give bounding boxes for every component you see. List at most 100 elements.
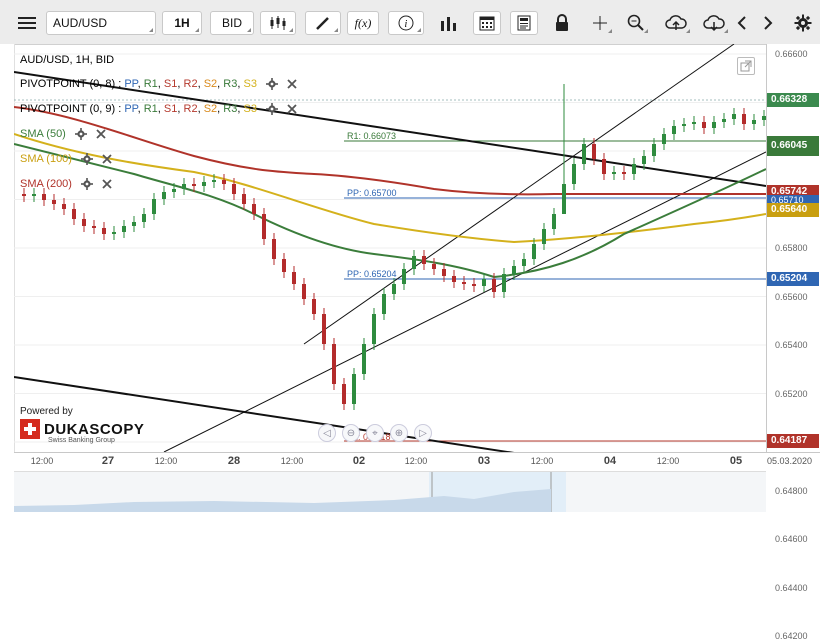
candle-body bbox=[532, 244, 536, 259]
candle-body bbox=[762, 116, 766, 120]
candle-body bbox=[312, 299, 316, 314]
close-icon[interactable] bbox=[96, 129, 106, 139]
candle-body bbox=[572, 164, 576, 184]
candle-body bbox=[642, 156, 646, 164]
gear-icon[interactable] bbox=[266, 103, 279, 116]
candles bbox=[22, 84, 766, 410]
candle-body bbox=[262, 214, 266, 239]
candle-body bbox=[702, 122, 706, 128]
candle-body bbox=[202, 182, 206, 186]
candle-body bbox=[582, 144, 586, 164]
time-axis[interactable]: 12:00 27 12:00 28 12:00 02 12:00 03 12:00 04 12:00… bbox=[14, 452, 820, 471]
download-button[interactable] bbox=[698, 11, 730, 35]
candle-body bbox=[682, 124, 686, 126]
time-axis-label: 03 bbox=[477, 455, 491, 467]
candle-body bbox=[92, 226, 96, 228]
legend-sma100[interactable]: SMA (100) bbox=[20, 151, 112, 167]
close-icon[interactable] bbox=[287, 79, 297, 89]
candle-body bbox=[322, 314, 326, 344]
chart-area[interactable] bbox=[14, 44, 766, 452]
powered-by-text: Powered by bbox=[20, 406, 73, 417]
legend-sma200-label: SMA (200) bbox=[20, 178, 72, 190]
indicators-button[interactable]: f(x) bbox=[347, 11, 379, 35]
candle-body bbox=[662, 134, 666, 144]
close-icon[interactable] bbox=[102, 179, 112, 189]
candle-body bbox=[172, 189, 176, 192]
zoom-button[interactable] bbox=[622, 11, 650, 35]
close-icon[interactable] bbox=[287, 104, 297, 114]
gear-icon[interactable] bbox=[74, 128, 87, 141]
candle-body bbox=[542, 229, 546, 244]
legend-r3: R3 bbox=[223, 78, 238, 90]
menu-button[interactable] bbox=[12, 11, 42, 35]
sma100-price-tag: 0.65640 bbox=[767, 203, 819, 217]
volume-button[interactable] bbox=[434, 11, 464, 35]
time-axis-label: 05 bbox=[729, 455, 743, 467]
legend-r1: R1 bbox=[143, 78, 158, 90]
time-axis-label: 27 bbox=[101, 455, 115, 467]
info-button[interactable]: i bbox=[388, 11, 424, 35]
candle-body bbox=[602, 159, 606, 174]
candle-body bbox=[122, 226, 126, 232]
legend-sma50[interactable]: SMA (50) bbox=[20, 126, 106, 142]
sma100-line bbox=[14, 133, 766, 244]
left-rail bbox=[0, 44, 15, 511]
crosshair-button[interactable] bbox=[586, 11, 614, 35]
navigator-strip[interactable] bbox=[14, 471, 766, 512]
price-axis[interactable]: 0.666000.664000.662000.660000.658000.656… bbox=[766, 44, 820, 641]
candle-body bbox=[222, 180, 226, 184]
nav-back-button[interactable]: ◁ bbox=[318, 424, 336, 442]
legend-s2: S2 bbox=[203, 78, 218, 90]
draw-button[interactable] bbox=[305, 11, 341, 35]
candle-body bbox=[652, 144, 656, 156]
price-chart[interactable] bbox=[14, 44, 766, 452]
calendar-button[interactable] bbox=[473, 11, 501, 35]
scroll-left-button[interactable] bbox=[732, 11, 752, 35]
grid bbox=[14, 53, 766, 443]
draw-pen-icon bbox=[316, 17, 329, 30]
gear-icon[interactable] bbox=[266, 78, 279, 91]
timeframe-select[interactable]: 1H bbox=[162, 11, 202, 35]
settings-icon bbox=[794, 14, 812, 32]
legend-sep: : bbox=[118, 103, 122, 115]
legend-sep: : bbox=[118, 78, 122, 90]
candle-body bbox=[482, 279, 486, 286]
legend-r1: R1 bbox=[143, 103, 158, 115]
candle-body bbox=[402, 269, 406, 284]
nav-zoom-in-button[interactable]: ⊕ bbox=[390, 424, 408, 442]
nav-reset-button[interactable]: ⌖ bbox=[366, 424, 384, 442]
candle-body bbox=[212, 180, 216, 182]
candle-body bbox=[442, 269, 446, 276]
legend-sma200[interactable]: SMA (200) bbox=[20, 176, 112, 192]
candle-body bbox=[552, 214, 556, 229]
news-button[interactable] bbox=[510, 11, 538, 35]
legend-pivot-9[interactable]: PIVOTPOINT (0, 9) : PP, R1, S1, R2, S2, … bbox=[20, 101, 297, 117]
candle-body bbox=[592, 144, 596, 159]
nav-forward-button[interactable]: ▷ bbox=[414, 424, 432, 442]
chart-header: AUD/USD, 1H, BID bbox=[20, 54, 115, 66]
time-axis-label: 28 bbox=[227, 455, 241, 467]
legend-pivot-8[interactable]: PIVOTPOINT (0, 8) : PP, R1, S1, R2, S2, … bbox=[20, 76, 297, 92]
lock-button[interactable] bbox=[548, 11, 576, 35]
nav-zoom-out-button[interactable]: ⊖ bbox=[342, 424, 360, 442]
time-axis-label: 02 bbox=[352, 455, 366, 467]
settings-button[interactable] bbox=[790, 11, 816, 35]
gear-icon[interactable] bbox=[81, 178, 94, 191]
upload-button[interactable] bbox=[660, 11, 692, 35]
current-price-tag: 0.66328 bbox=[767, 93, 819, 107]
expand-icon bbox=[740, 60, 752, 72]
function-icon: f(x) bbox=[354, 15, 372, 30]
scroll-right-button[interactable] bbox=[758, 11, 778, 35]
symbol-select[interactable]: AUD/USD bbox=[46, 11, 156, 35]
date-stamp: 05.03.2020 bbox=[767, 456, 813, 466]
chart-type-button[interactable] bbox=[260, 11, 296, 35]
calendar-icon bbox=[479, 16, 495, 31]
time-axis-label: 12:00 bbox=[404, 456, 428, 466]
side-select[interactable]: BID bbox=[210, 11, 254, 35]
candle-body bbox=[272, 239, 276, 259]
price-axis-label: 0.64600 bbox=[775, 534, 808, 544]
candle-body bbox=[252, 204, 256, 214]
close-icon[interactable] bbox=[102, 154, 112, 164]
gear-icon[interactable] bbox=[81, 153, 94, 166]
expand-button[interactable] bbox=[737, 57, 755, 75]
